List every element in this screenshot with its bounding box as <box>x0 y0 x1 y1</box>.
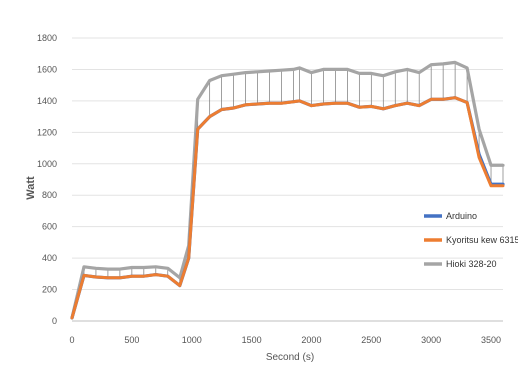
x-tick-label: 1000 <box>182 335 202 345</box>
y-tick-label: 1800 <box>37 33 57 43</box>
y-tick-label: 800 <box>42 190 57 200</box>
series-line-kyoritsu-kew-6315 <box>70 96 505 320</box>
y-tick-label: 0 <box>52 316 57 326</box>
grid-lines <box>72 37 503 322</box>
y-tick-label: 200 <box>42 285 57 295</box>
series-line-hioki-328-20 <box>70 60 505 320</box>
x-tick-label: 2500 <box>361 335 381 345</box>
y-tick-label: 600 <box>42 222 57 232</box>
y-axis-title: Watt <box>25 176 37 200</box>
y-tick-label: 1600 <box>37 64 57 74</box>
legend: Arduino Kyoritsu kew 6315 Hioki 328-20 <box>424 211 518 269</box>
x-tick-label: 0 <box>69 335 74 345</box>
legend-label: Kyoritsu kew 6315 <box>446 235 518 245</box>
x-tick-labels: 0 500 1000 1500 2000 2500 3000 3500 <box>69 335 501 345</box>
y-tick-label: 400 <box>42 253 57 263</box>
legend-label: Arduino <box>446 211 477 221</box>
x-tick-label: 2000 <box>301 335 321 345</box>
y-tick-label: 1000 <box>37 159 57 169</box>
series-line-arduino <box>70 96 505 320</box>
x-tick-label: 1500 <box>242 335 262 345</box>
x-tick-label: 500 <box>124 335 139 345</box>
x-tick-label: 3500 <box>481 335 501 345</box>
y-tick-label: 1400 <box>37 96 57 106</box>
series-lines <box>70 60 505 320</box>
x-axis-title: Second (s) <box>266 352 314 363</box>
y-tick-labels: 0 200 400 600 800 1000 1200 1400 1600 1800 <box>37 33 57 326</box>
x-tick-label: 3000 <box>421 335 441 345</box>
legend-label: Hioki 328-20 <box>446 259 497 269</box>
y-tick-label: 1200 <box>37 127 57 137</box>
